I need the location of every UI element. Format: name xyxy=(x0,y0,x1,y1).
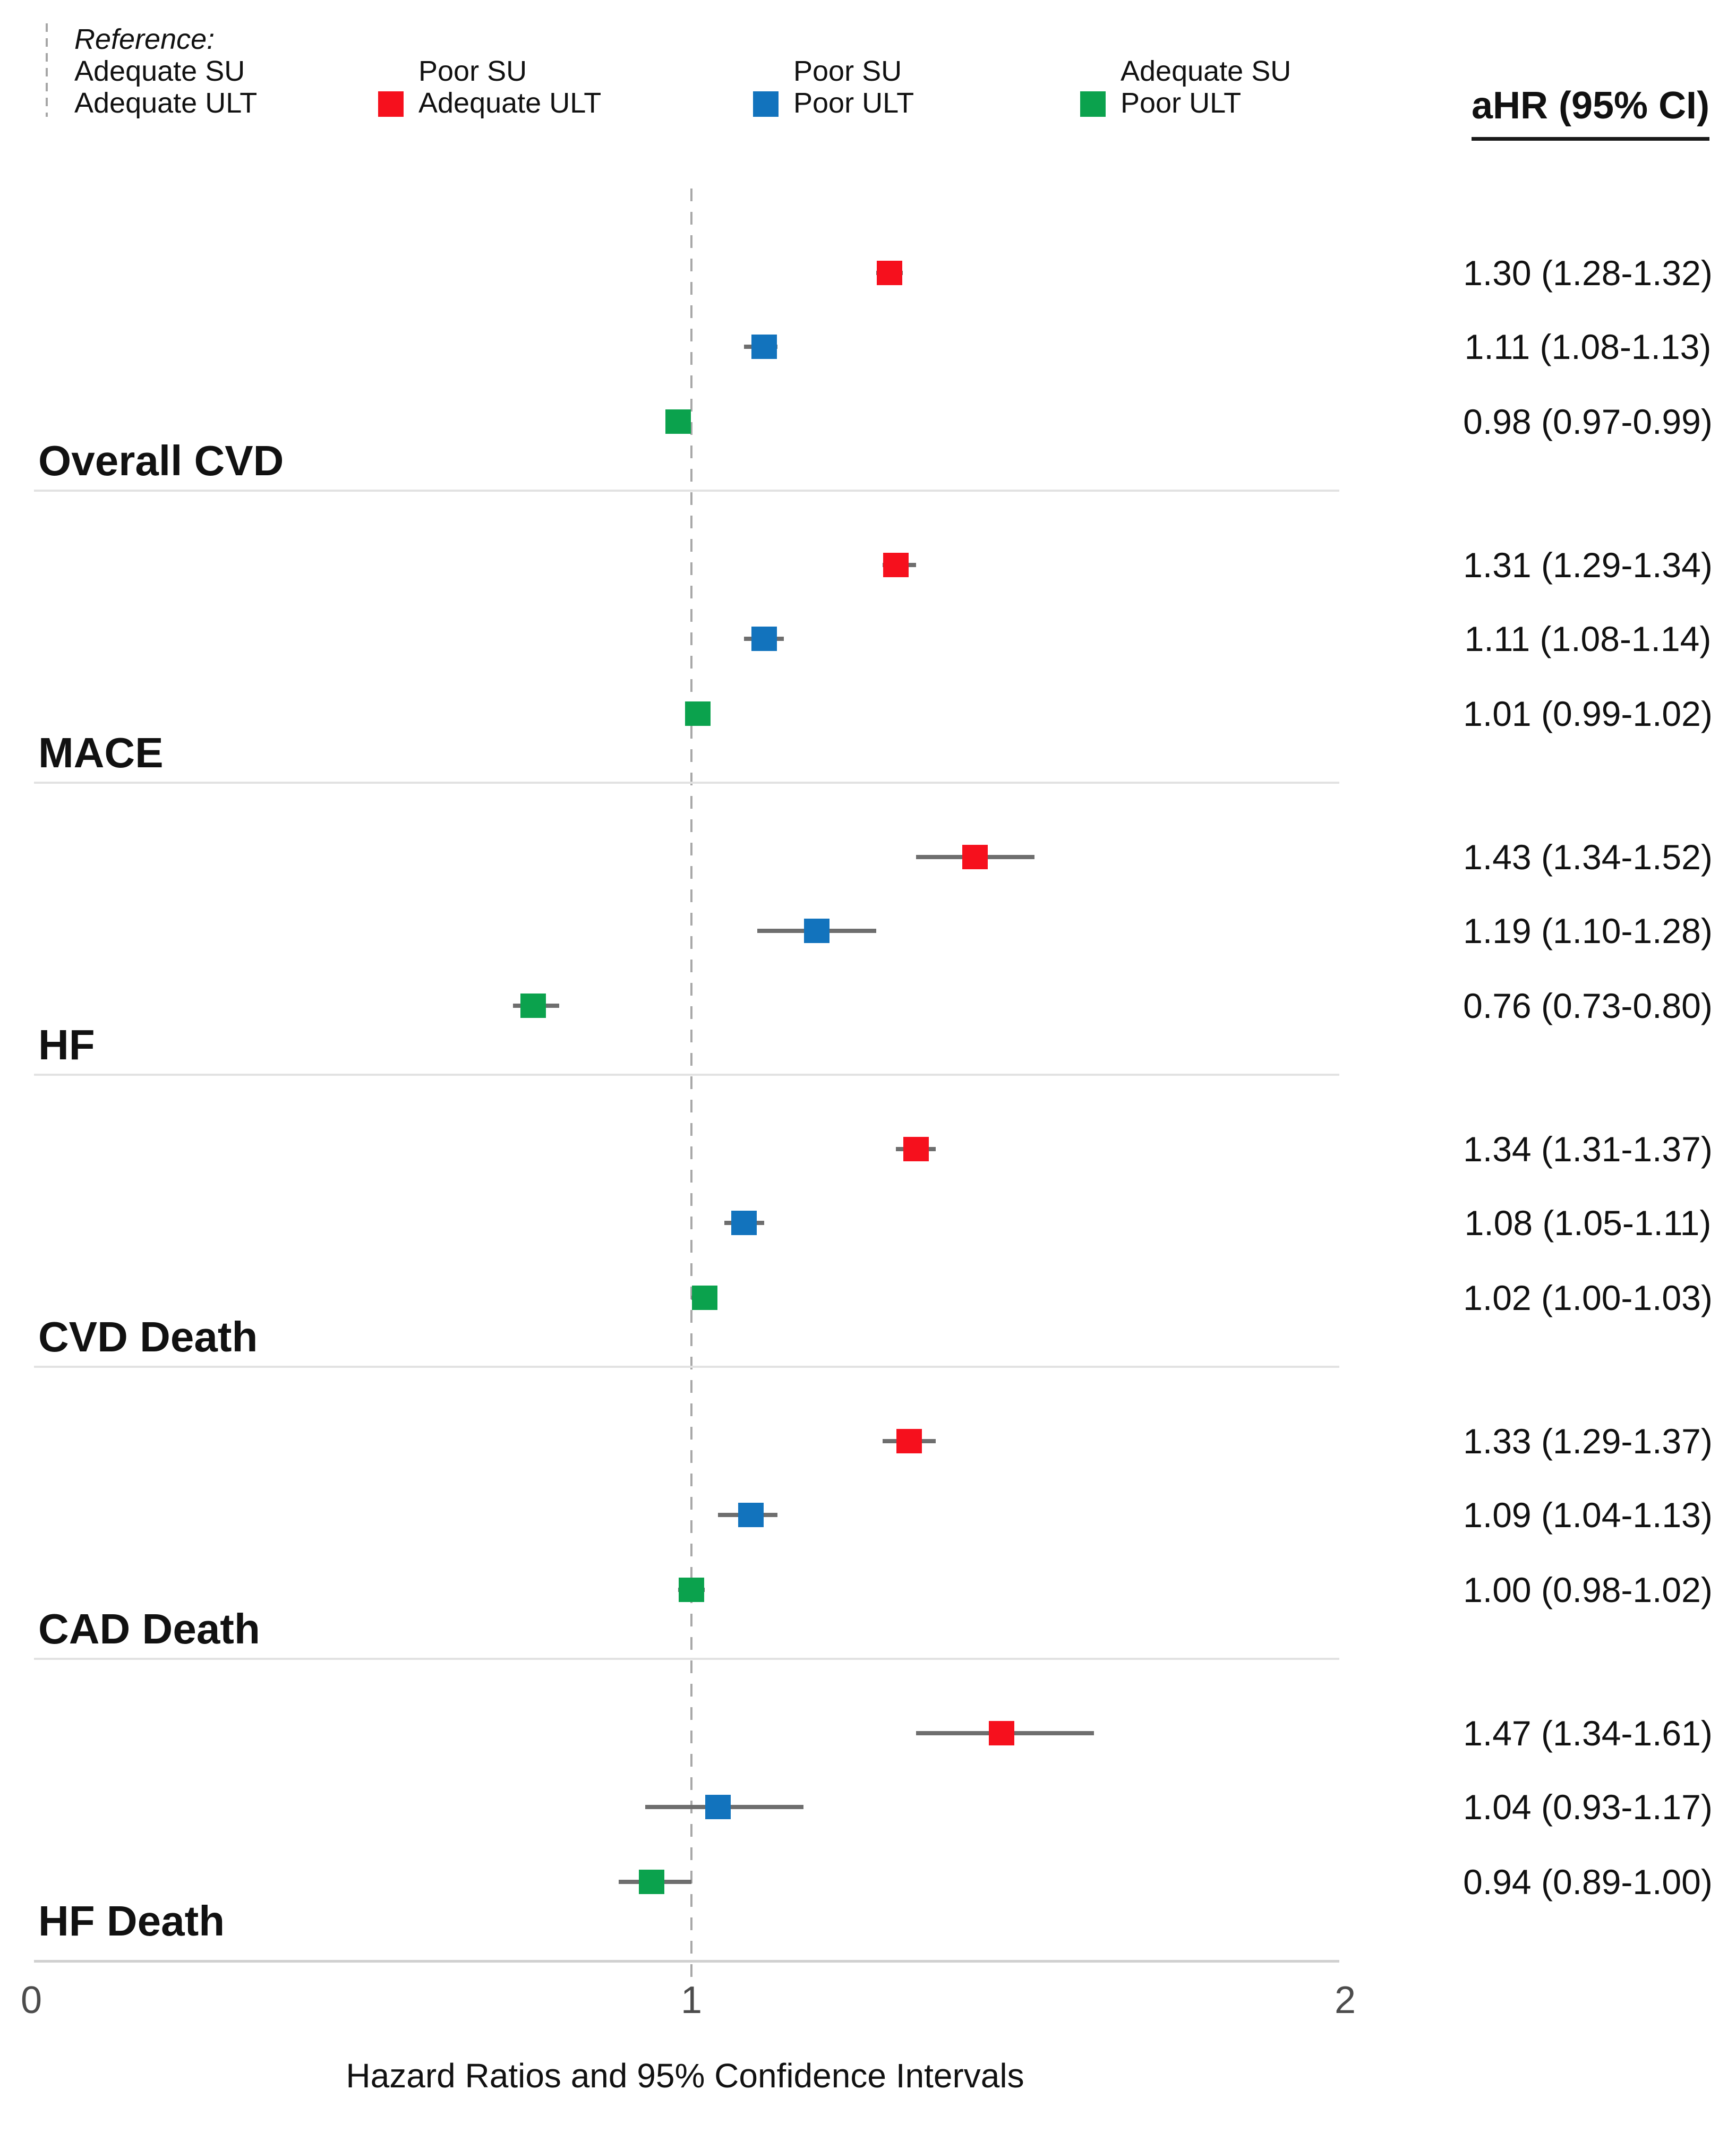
group-separator xyxy=(34,1074,1339,1076)
ahr-value: 1.02 (1.00-1.03) xyxy=(1463,1278,1713,1317)
group-separator xyxy=(34,1366,1339,1368)
hazard-ratio-marker xyxy=(705,1795,731,1819)
hazard-ratio-marker xyxy=(751,335,777,359)
ahr-value: 0.94 (0.89-1.00) xyxy=(1463,1862,1713,1902)
legend-label-line2: Adequate ULT xyxy=(418,87,602,119)
x-tick-2: 2 xyxy=(1334,1979,1356,2022)
ahr-value: 1.47 (1.34-1.61) xyxy=(1463,1714,1713,1753)
hazard-ratio-marker xyxy=(896,1429,922,1453)
legend-swatch-red xyxy=(378,91,404,117)
hazard-ratio-marker xyxy=(679,1578,704,1602)
legend-label-line2: Poor ULT xyxy=(1121,87,1242,119)
hazard-ratio-marker xyxy=(665,409,691,434)
legend-reference-line1: Adequate SU xyxy=(74,55,245,87)
legend-group-poor-su-adequate-ult: Poor SU Adequate ULT xyxy=(418,55,601,119)
group-separator xyxy=(34,782,1339,784)
ahr-value: 1.01 (0.99-1.02) xyxy=(1463,694,1713,733)
ahr-value: 1.19 (1.10-1.28) xyxy=(1463,911,1713,950)
outcome-label: CAD Death xyxy=(38,1605,260,1652)
outcome-label: MACE xyxy=(38,729,164,776)
ahr-value: 1.34 (1.31-1.37) xyxy=(1463,1129,1713,1169)
legend-reference-line2: Adequate ULT xyxy=(74,87,258,119)
ahr-value: 1.33 (1.29-1.37) xyxy=(1463,1421,1713,1461)
ahr-value: 1.00 (0.98-1.02) xyxy=(1463,1570,1713,1609)
hazard-ratio-marker xyxy=(962,845,988,869)
reference-line-hr1 xyxy=(690,189,692,1984)
legend-reference-dashed-line xyxy=(46,23,48,117)
outcome-label: HF xyxy=(38,1021,95,1068)
hazard-ratio-marker xyxy=(903,1137,929,1161)
outcome-label: Overall CVD xyxy=(38,437,284,484)
legend-label-line1: Poor SU xyxy=(418,55,527,87)
legend-group-poor-su-poor-ult: Poor SU Poor ULT xyxy=(793,55,914,119)
hazard-ratio-marker xyxy=(804,919,830,943)
legend-group-adequate-su-poor-ult: Adequate SU Poor ULT xyxy=(1121,55,1291,119)
ahr-value: 1.30 (1.28-1.32) xyxy=(1463,253,1713,293)
ahr-value: 1.08 (1.05-1.11) xyxy=(1464,1203,1712,1243)
legend-reference-title: Reference: xyxy=(74,23,215,55)
x-tick-1: 1 xyxy=(680,1979,703,2022)
outcome-label: CVD Death xyxy=(38,1313,258,1360)
ahr-value: 1.11 (1.08-1.14) xyxy=(1464,619,1712,658)
hazard-ratio-marker xyxy=(685,701,711,726)
legend-reference-group: Reference: Adequate SU Adequate ULT xyxy=(74,23,257,119)
hazard-ratio-marker xyxy=(989,1721,1015,1745)
hazard-ratio-marker xyxy=(520,994,546,1018)
ahr-value: 1.31 (1.29-1.34) xyxy=(1463,545,1713,585)
legend-swatch-blue xyxy=(753,91,779,117)
group-separator xyxy=(34,1658,1339,1660)
legend-label-line1: Adequate SU xyxy=(1121,55,1292,87)
legend-swatch-green xyxy=(1080,91,1106,117)
legend-label-line2: Poor ULT xyxy=(793,87,914,119)
x-axis-title: Hazard Ratios and 95% Confidence Interva… xyxy=(346,2057,1024,2095)
ahr-value: 0.98 (0.97-0.99) xyxy=(1463,402,1713,441)
hazard-ratio-marker xyxy=(751,627,777,651)
ahr-value: 1.11 (1.08-1.13) xyxy=(1464,327,1712,366)
ahr-value: 1.09 (1.04-1.13) xyxy=(1463,1495,1713,1535)
legend-label-line1: Poor SU xyxy=(793,55,902,87)
hazard-ratio-marker xyxy=(738,1503,764,1527)
outcome-label: HF Death xyxy=(38,1897,225,1945)
ahr-value: 1.04 (0.93-1.17) xyxy=(1463,1787,1713,1827)
ahr-value: 0.76 (0.73-0.80) xyxy=(1463,986,1713,1025)
value-column-header: aHR (95% CI) xyxy=(1413,84,1736,141)
group-separator xyxy=(34,490,1339,492)
hazard-ratio-marker xyxy=(731,1211,757,1235)
hazard-ratio-marker xyxy=(883,553,909,577)
x-tick-0: 0 xyxy=(20,1979,42,2022)
hazard-ratio-marker xyxy=(639,1870,665,1894)
hazard-ratio-marker xyxy=(691,1286,717,1310)
hazard-ratio-marker xyxy=(876,261,902,285)
ahr-value: 1.43 (1.34-1.52) xyxy=(1463,837,1713,877)
x-axis-line xyxy=(34,1960,1339,1963)
